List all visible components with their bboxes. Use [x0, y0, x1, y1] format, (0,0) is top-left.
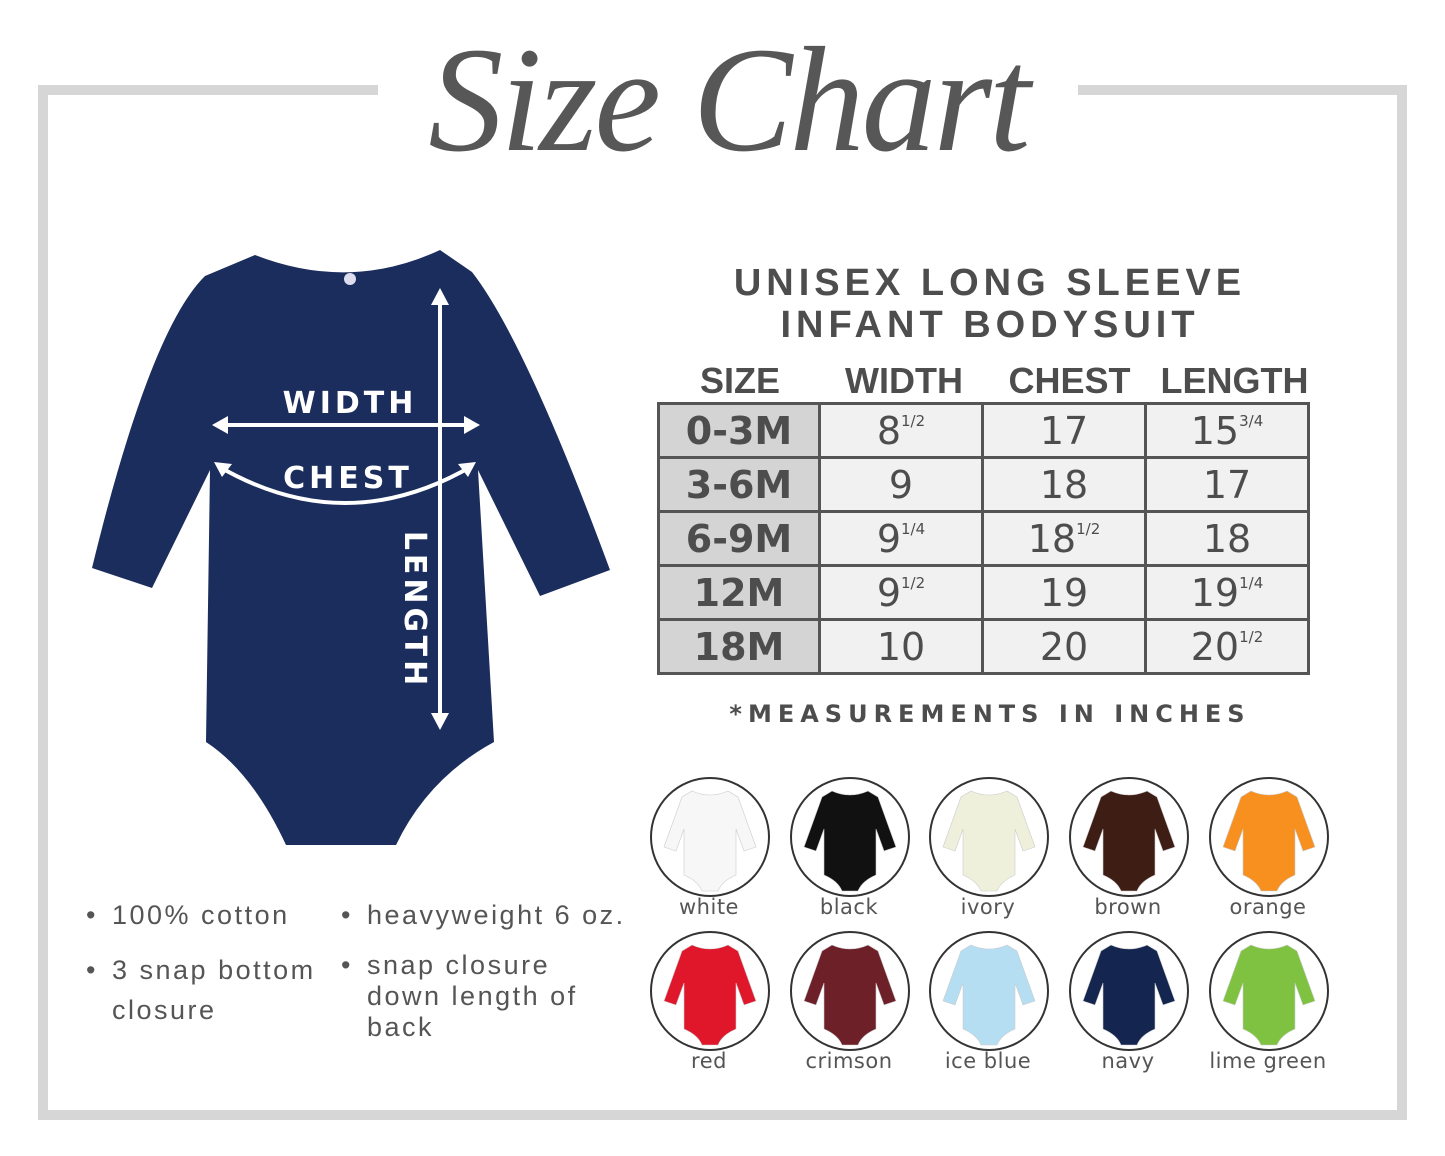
color-swatch[interactable] — [790, 931, 910, 1051]
feature-item: 3 snap bottom closure — [86, 950, 337, 1030]
page-title: Size Chart — [428, 17, 1030, 183]
length-cell: 191/4 — [1144, 564, 1310, 621]
title-background — [378, 70, 1078, 110]
color-swatch[interactable] — [929, 931, 1049, 1051]
cell-value: 9 — [876, 516, 902, 561]
color-swatch[interactable] — [1069, 931, 1189, 1051]
color-label: ice blue — [944, 1049, 1032, 1073]
cell-value: 20 — [1190, 624, 1240, 669]
bodysuit-icon — [1082, 790, 1176, 892]
color-swatch[interactable] — [1069, 777, 1189, 897]
color-label: red — [691, 1049, 727, 1073]
color-label: navy — [1101, 1049, 1155, 1073]
color-label: crimson — [805, 1049, 893, 1073]
cell-fraction: 1/2 — [901, 411, 926, 430]
feature-item: heavyweight 6 oz. — [341, 900, 626, 931]
cell-value: 19 — [1039, 570, 1089, 615]
cell-value: 18 — [1027, 516, 1077, 561]
cell-fraction: 3/4 — [1239, 411, 1264, 430]
cell-value: 15 — [1190, 408, 1240, 453]
cell-value: 8 — [876, 408, 902, 453]
bodysuit-icon — [1082, 944, 1176, 1046]
color-swatch[interactable] — [650, 777, 770, 897]
color-label: ivory — [960, 895, 1016, 919]
size-cell: 6-9M — [657, 510, 821, 567]
length-label: LENGTH — [397, 531, 432, 689]
cell-value: 17 — [1202, 462, 1252, 507]
cell-fraction: 1/2 — [901, 573, 926, 592]
cell-value: 17 — [1039, 408, 1089, 453]
size-cell: 12M — [657, 564, 821, 621]
color-swatch[interactable] — [790, 777, 910, 897]
bodysuit-icon — [1222, 944, 1316, 1046]
bodysuit-icon — [942, 790, 1036, 892]
cell-value: 9 — [876, 570, 902, 615]
chest-cell: 17 — [981, 402, 1147, 459]
cell-value: 19 — [1190, 570, 1240, 615]
cell-fraction: 1/2 — [1239, 627, 1264, 646]
header-chest: CHEST — [1008, 360, 1131, 401]
table-row: 12M 91/2 19 191/4 — [657, 564, 1310, 621]
cell-value: 18 — [1039, 462, 1089, 507]
size-table: 0-3M 81/2 17 153/4 3-6M 9 18 17 6-9M 91/4 181/2 18 1… — [657, 402, 1310, 675]
cell-fraction: 1/4 — [901, 519, 926, 538]
width-cell: 91/2 — [818, 564, 984, 621]
table-row: 0-3M 81/2 17 153/4 — [657, 402, 1310, 459]
bodysuit-icon — [663, 790, 757, 892]
color-label: black — [819, 895, 879, 919]
header-size: SIZE — [699, 360, 780, 401]
cell-value: 10 — [876, 624, 926, 669]
color-label: lime green — [1209, 1049, 1327, 1073]
bodysuit-image — [92, 250, 610, 845]
size-cell: 0-3M — [657, 402, 821, 459]
cell-fraction: 1/2 — [1076, 519, 1101, 538]
color-swatch[interactable] — [929, 777, 1049, 897]
chest-cell: 19 — [981, 564, 1147, 621]
length-cell: 17 — [1144, 456, 1310, 513]
color-label: white — [679, 895, 739, 919]
length-cell: 201/2 — [1144, 618, 1310, 675]
color-label: brown — [1094, 895, 1162, 919]
width-cell: 91/4 — [818, 510, 984, 567]
measurement-note: *MEASUREMENTS IN INCHES — [729, 700, 1251, 728]
product-title-line: INFANT BODYSUIT — [780, 304, 1200, 346]
bodysuit-icon — [803, 944, 897, 1046]
bodysuit-diagram: WIDTH CHEST LENGTH — [92, 250, 610, 845]
header-width: WIDTH — [845, 360, 963, 401]
length-cell: 18 — [1144, 510, 1310, 567]
color-swatch[interactable] — [1209, 777, 1329, 897]
width-label: WIDTH — [283, 386, 418, 421]
snap-icon — [344, 273, 356, 285]
cell-value: 18 — [1202, 516, 1252, 561]
chest-cell: 18 — [981, 456, 1147, 513]
bodysuit-icon — [942, 944, 1036, 1046]
chest-cell: 20 — [981, 618, 1147, 675]
feature-item: 100% cotton — [86, 900, 290, 931]
cell-value: 9 — [888, 462, 914, 507]
cell-fraction: 1/4 — [1239, 573, 1264, 592]
table-row: 18M 10 20 201/2 — [657, 618, 1310, 675]
table-row: 6-9M 91/4 181/2 18 — [657, 510, 1310, 567]
size-cell: 3-6M — [657, 456, 821, 513]
chest-label: CHEST — [283, 461, 413, 496]
bodysuit-icon — [663, 944, 757, 1046]
product-title-line: UNISEX LONG SLEEVE — [733, 262, 1247, 304]
bodysuit-icon — [1222, 790, 1316, 892]
cell-value: 20 — [1039, 624, 1089, 669]
table-row: 3-6M 9 18 17 — [657, 456, 1310, 513]
size-cell: 18M — [657, 618, 821, 675]
header-length: LENGTH — [1160, 360, 1309, 401]
color-swatch[interactable] — [1209, 931, 1329, 1051]
width-cell: 10 — [818, 618, 984, 675]
width-cell: 9 — [818, 456, 984, 513]
color-label: orange — [1229, 895, 1307, 919]
bodysuit-icon — [803, 790, 897, 892]
length-cell: 153/4 — [1144, 402, 1310, 459]
width-cell: 81/2 — [818, 402, 984, 459]
product-title: UNISEX LONG SLEEVE INFANT BODYSUIT — [650, 262, 1330, 346]
chest-cell: 181/2 — [981, 510, 1147, 567]
feature-item: snap closure down length of back — [341, 950, 587, 1043]
color-swatch[interactable] — [650, 931, 770, 1051]
